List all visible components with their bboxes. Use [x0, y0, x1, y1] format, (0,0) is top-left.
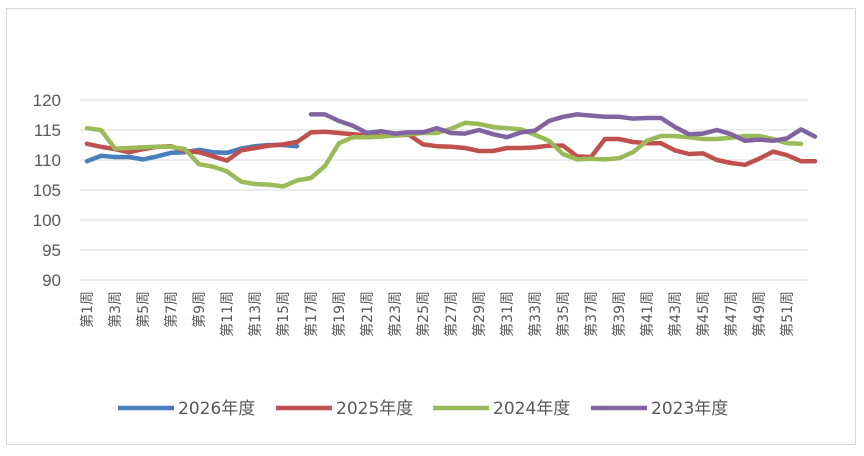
x-tick-label: 第11周 — [219, 291, 236, 337]
x-tick-label: 第33周 — [527, 291, 544, 337]
legend: 2026年度 2025年度 2024年度 2023年度 — [118, 399, 728, 419]
x-tick-label: 第7周 — [163, 291, 180, 328]
x-tick-label: 第9周 — [191, 291, 208, 328]
series-line-4 — [308, 112, 818, 144]
x-tick-label: 第13周 — [247, 291, 264, 337]
y-tick-label: 90 — [42, 271, 61, 290]
gridlines — [80, 99, 808, 281]
x-tick-label: 第23周 — [387, 291, 404, 337]
series-line-2 — [84, 129, 818, 168]
legend-label: 2024年度 — [493, 399, 570, 419]
x-tick-label: 第41周 — [639, 291, 656, 337]
x-tick-label: 第1周 — [79, 291, 96, 328]
x-tick-label: 第19周 — [331, 291, 348, 337]
y-tick-label: 105 — [33, 181, 61, 200]
x-tick-label: 第43周 — [667, 291, 684, 337]
x-tick-label: 第17周 — [303, 291, 320, 337]
y-tick-label: 100 — [33, 211, 61, 230]
x-tick-label: 第5周 — [135, 291, 152, 328]
x-tick-label: 第25周 — [415, 291, 432, 337]
y-axis-ticks: 90 95 100 105 110 115 120 — [33, 91, 61, 290]
y-tick-label: 110 — [34, 151, 61, 170]
x-tick-label: 第3周 — [107, 291, 124, 328]
x-axis-ticks: 第1周 第3周 第5周 第7周 第9周 第11周 第13周 第15周 第17周 第19周 第21周第… — [79, 291, 796, 337]
x-tick-label: 第21周 — [359, 291, 376, 337]
legend-label: 2025年度 — [336, 399, 413, 419]
x-tick-label: 第39周 — [611, 291, 628, 337]
x-tick-label: 第31周 — [499, 291, 516, 337]
y-tick-label: 95 — [42, 241, 61, 260]
x-tick-label: 第47周 — [723, 291, 740, 337]
chart-frame — [6, 8, 856, 445]
x-tick-label: 第45周 — [695, 291, 712, 337]
x-tick-label: 第51周 — [779, 291, 796, 337]
legend-label: 2023年度 — [651, 399, 728, 419]
y-tick-label: 115 — [34, 121, 61, 140]
x-tick-label: 第29周 — [471, 291, 488, 337]
series-lines — [84, 112, 818, 189]
y-tick-label: 120 — [33, 91, 61, 110]
x-tick-label: 第27周 — [443, 291, 460, 337]
x-tick-label: 第15周 — [275, 291, 292, 337]
x-tick-label: 第49周 — [751, 291, 768, 337]
legend-label: 2026年度 — [178, 399, 255, 419]
x-tick-label: 第37周 — [583, 291, 600, 337]
x-tick-label: 第35周 — [555, 291, 572, 337]
